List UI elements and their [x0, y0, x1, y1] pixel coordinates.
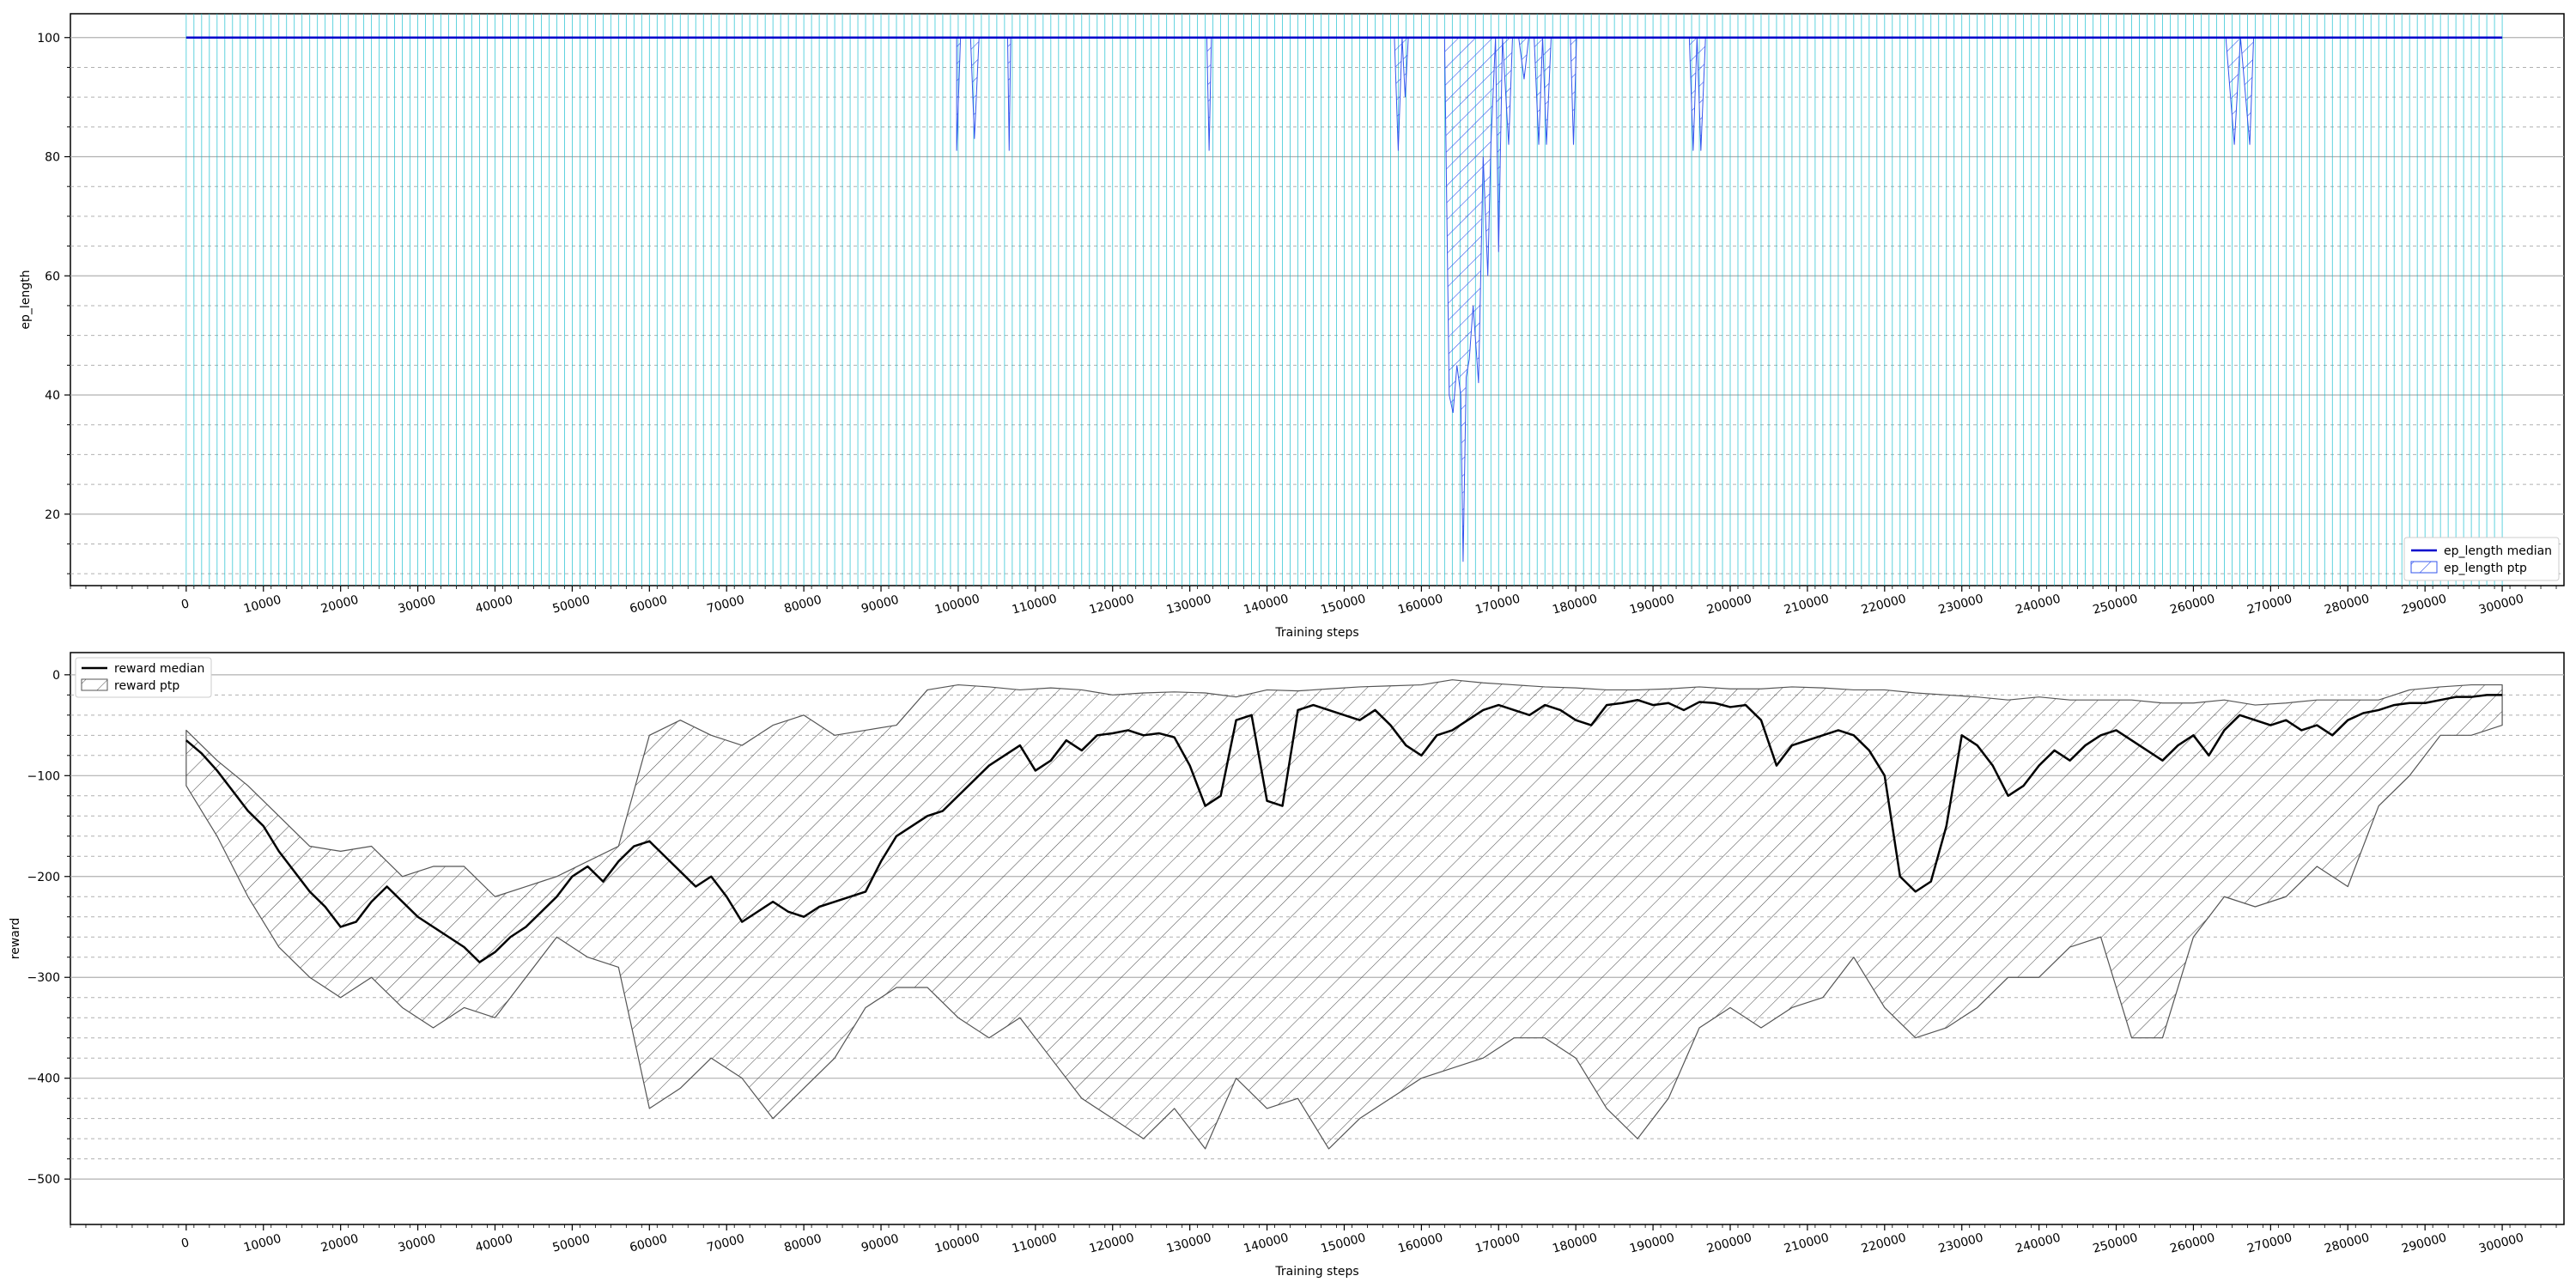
ep-length-x-tick-label: 280000: [2323, 592, 2371, 617]
ep-length-x-tick-label: 220000: [1860, 592, 1908, 617]
reward-x-tick-label: 60000: [629, 1232, 669, 1255]
ep-length-x-tick-label: 190000: [1628, 592, 1676, 617]
reward-x-tick-label: 90000: [860, 1232, 900, 1255]
ep-length-x-tick-label: 180000: [1551, 592, 1599, 617]
ep-length-x-tick-label: 60000: [629, 593, 669, 617]
reward-x-tick-label: 220000: [1860, 1230, 1908, 1255]
ep-length-x-tick-label: 240000: [2014, 592, 2063, 617]
ep-length-x-tick-label: 110000: [1011, 592, 1059, 617]
ep-length-x-tick-label: 100000: [933, 592, 981, 617]
reward-x-tick-label: 280000: [2323, 1230, 2371, 1255]
ep-length-x-tick-label: 20000: [319, 593, 360, 617]
reward-x-tick-label: 180000: [1551, 1230, 1599, 1255]
reward-x-tick-label: 200000: [1705, 1230, 1753, 1255]
ep-length-chart: 0 10000 20000 30000 40000 50000 60000 70000 8000…: [19, 13, 2565, 640]
reward-legend-median-label: reward median: [114, 662, 204, 676]
ep-length-x-tick-label: 300000: [2477, 592, 2525, 617]
reward-x-tick-label: 100000: [933, 1230, 981, 1255]
reward-legend-ptp-swatch: [81, 678, 108, 691]
reward-x-tick-label: 170000: [1473, 1230, 1522, 1255]
reward-x-tick-label: 250000: [2092, 1230, 2140, 1255]
ep-length-legend-median-label: ep_length median: [2444, 544, 2552, 558]
ep-length-y-tick-label: 20: [45, 508, 60, 522]
ep-length-x-tick-label: 90000: [860, 593, 900, 617]
reward-y-tick-label: −400: [27, 1072, 60, 1086]
reward-y-tick-label: −100: [27, 769, 60, 783]
ep-length-x-tick-label: 210000: [1783, 592, 1831, 617]
reward-x-tick-label: 70000: [706, 1232, 746, 1255]
reward-x-tick-label: 300000: [2477, 1230, 2525, 1255]
ep-length-plot-area: [70, 13, 2565, 586]
reward-x-tick-label: 40000: [474, 1232, 514, 1255]
ep-length-ptp-band: [956, 37, 2255, 562]
reward-x-tick-label: 80000: [782, 1232, 823, 1255]
reward-x-tick-label: 10000: [242, 1232, 283, 1255]
reward-median-line: [185, 694, 2503, 963]
ep-length-x-tick-label: 170000: [1473, 592, 1522, 617]
ep-length-x-tick-label: 150000: [1320, 592, 1368, 617]
ep-length-x-tick-label: 10000: [242, 593, 283, 617]
ep-length-x-tick-label: 270000: [2245, 592, 2293, 617]
reward-x-tick-label: 240000: [2014, 1230, 2063, 1255]
ep-length-x-tick-label: 0: [179, 597, 191, 612]
reward-chart: 0 10000 20000 30000 40000 50000 60000 70000 8000…: [9, 652, 2565, 1279]
ep-length-x-tick-label: 130000: [1165, 592, 1213, 617]
ep-length-x-tick-label: 50000: [551, 593, 592, 617]
reward-x-tick-label: 0: [179, 1236, 191, 1251]
reward-x-tick-label: 140000: [1242, 1230, 1291, 1255]
ep-length-x-tick-label: 200000: [1705, 592, 1753, 617]
reward-legend: reward median reward ptp: [75, 657, 212, 698]
ep-length-x-tick-label: 80000: [782, 593, 823, 617]
reward-legend-box: [75, 657, 212, 698]
reward-y-tick-label: 0: [52, 669, 60, 683]
reward-x-tick-label: 20000: [319, 1232, 360, 1255]
reward-y-tick-label: −200: [27, 871, 60, 884]
reward-x-tick-label: 120000: [1088, 1230, 1136, 1255]
reward-ptp-band: [185, 679, 2503, 1150]
ep-length-y-tick-label: 60: [45, 270, 60, 283]
ep-length-x-tick-label: 250000: [2092, 592, 2140, 617]
reward-y-tick-label: −500: [27, 1173, 60, 1187]
ep-length-x-tick-label: 260000: [2169, 592, 2217, 617]
ep-length-x-tick-label: 140000: [1242, 592, 1291, 617]
ep-length-y-tick-label: 40: [45, 389, 60, 403]
reward-x-tick-label: 260000: [2169, 1230, 2217, 1255]
ep-length-y-axis-label: ep_length: [19, 270, 33, 329]
ep-length-x-tick-label: 160000: [1396, 592, 1444, 617]
ep-length-y-tick-label: 100: [37, 32, 60, 46]
reward-y-tick-label: −300: [27, 971, 60, 985]
reward-x-tick-label: 270000: [2245, 1230, 2293, 1255]
ep-length-x-axis-label: Training steps: [1274, 626, 1358, 640]
ep-length-x-tick-label: 120000: [1088, 592, 1136, 617]
ep-length-legend: ep_length median ep_length ptp: [2403, 537, 2560, 581]
reward-x-tick-label: 30000: [397, 1232, 437, 1255]
reward-x-tick-label: 160000: [1396, 1230, 1444, 1255]
reward-legend-ptp-label: reward ptp: [114, 679, 179, 693]
reward-x-tick-label: 130000: [1165, 1230, 1213, 1255]
reward-x-tick-label: 110000: [1011, 1230, 1059, 1255]
ep-length-x-tick-label: 40000: [474, 593, 514, 617]
ep-length-x-tick-label: 70000: [706, 593, 746, 617]
ep-length-x-tick-label: 290000: [2400, 592, 2448, 617]
ep-length-x-tick-label: 230000: [1937, 592, 1985, 617]
reward-x-tick-label: 50000: [551, 1232, 592, 1255]
ep-length-legend-box: [2403, 537, 2560, 581]
reward-x-tick-label: 190000: [1628, 1230, 1676, 1255]
ep-length-legend-ptp-swatch: [2410, 561, 2438, 574]
reward-x-tick-label: 290000: [2400, 1230, 2448, 1255]
reward-x-tick-label: 210000: [1783, 1230, 1831, 1255]
ep-length-y-tick-label: 80: [45, 151, 60, 165]
reward-x-tick-label: 230000: [1937, 1230, 1985, 1255]
reward-x-tick-label: 150000: [1320, 1230, 1368, 1255]
reward-x-axis-label: Training steps: [1274, 1265, 1358, 1279]
ep-length-x-tick-label: 30000: [397, 593, 437, 617]
ep-length-legend-ptp-label: ep_length ptp: [2444, 562, 2527, 575]
reward-y-axis-label: reward: [9, 918, 22, 960]
